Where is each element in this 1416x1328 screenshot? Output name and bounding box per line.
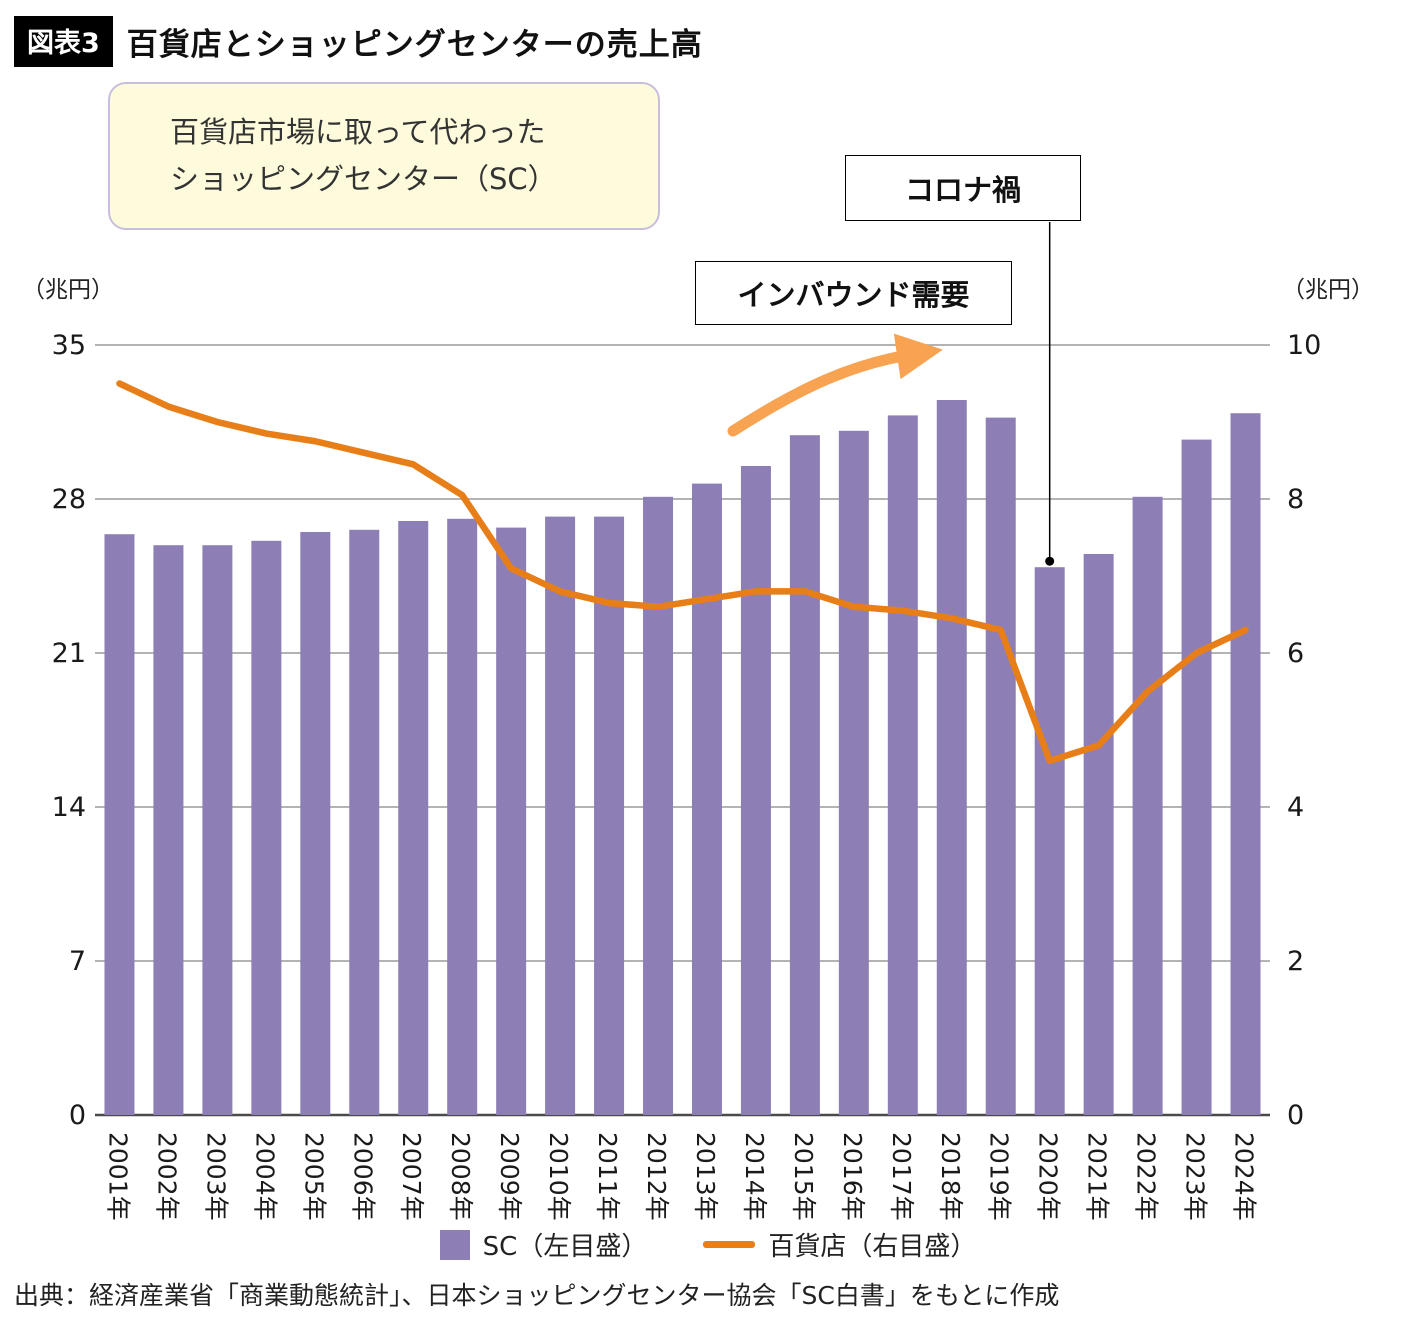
sc-bar: [545, 516, 576, 1115]
commentary-callout: 百貨店市場に取って代わった ショッピングセンター（SC）: [108, 82, 660, 230]
right-axis-tick-label: 2: [1287, 946, 1304, 977]
sc-bar: [153, 545, 184, 1115]
sc-bar: [104, 534, 135, 1115]
sc-bar: [251, 540, 282, 1115]
sc-bar: [691, 483, 722, 1116]
legend-sc-label: SC（左目盛）: [482, 1232, 648, 1262]
x-axis-year-label: 2024年: [1230, 1132, 1259, 1221]
right-axis-tick-label: 6: [1287, 638, 1304, 669]
left-axis-tick-label: 0: [69, 1100, 86, 1131]
sc-bar: [447, 518, 478, 1115]
x-axis-year-label: 2001年: [103, 1132, 132, 1221]
x-axis-year-label: 2023年: [1181, 1132, 1210, 1221]
x-axis-year-label: 2005年: [299, 1132, 328, 1221]
chart-header: 図表3 百貨店とショッピングセンターの売上高: [14, 16, 703, 67]
right-axis-unit-label: （兆円）: [1282, 277, 1374, 303]
legend-item-dept: 百貨店（右目盛）: [703, 1226, 976, 1263]
sc-bar: [1083, 554, 1114, 1115]
gridlines: [95, 344, 1270, 1117]
sc-bar: [1132, 496, 1163, 1115]
x-axis-year-label: 2003年: [201, 1132, 230, 1221]
callout-line-1: 百貨店市場に取って代わった: [170, 115, 546, 150]
right-axis-tick-label: 8: [1287, 484, 1304, 515]
right-axis-tick-label: 10: [1287, 330, 1321, 361]
x-axis-year-label: 2021年: [1083, 1132, 1112, 1221]
x-axis-year-label: 2020年: [1034, 1132, 1063, 1221]
x-axis-year-label: 2016年: [838, 1132, 867, 1221]
sc-bar: [594, 516, 625, 1115]
x-axis-year-label: 2012年: [642, 1132, 671, 1221]
source-note: 出典：経済産業省「商業動態統計」、日本ショッピングセンター協会「SC白書」をもと…: [14, 1281, 1060, 1310]
x-axis-year-label: 2011年: [593, 1132, 622, 1221]
sc-bar: [202, 545, 233, 1115]
sc-bar: [740, 466, 771, 1115]
left-axis-tick-label: 14: [52, 792, 86, 823]
left-axis-unit-label: （兆円）: [22, 277, 114, 303]
sc-bar: [789, 435, 820, 1115]
covid-annotation-box: コロナ禍: [845, 155, 1081, 221]
dept-line-swatch-icon: [703, 1241, 756, 1248]
x-axis-year-label: 2018年: [936, 1132, 965, 1221]
inbound-annotation-box: インバウンド需要: [695, 261, 1012, 325]
sc-bar: [1181, 439, 1212, 1116]
sc-bar: [643, 496, 674, 1115]
sc-bar: [936, 400, 967, 1115]
x-axis-year-label: 2004年: [250, 1132, 279, 1221]
sc-bar: [838, 430, 869, 1115]
x-axis-year-label: 2008年: [446, 1132, 475, 1221]
left-axis-tick-label: 7: [69, 946, 86, 977]
sc-bar: [398, 521, 429, 1115]
sc-bars-series: [104, 400, 1261, 1116]
dept-store-line-series: [116, 380, 1249, 765]
sc-bar: [1034, 567, 1065, 1115]
sc-bar: [985, 417, 1016, 1116]
covid-connector-dot: [1045, 556, 1055, 566]
x-axis-year-label: 2022年: [1132, 1132, 1161, 1221]
x-axis-year-label: 2010年: [544, 1132, 573, 1221]
right-axis-tick-label: 0: [1287, 1100, 1304, 1131]
left-axis-tick-label: 28: [52, 484, 86, 515]
x-axis-year-label: 2009年: [495, 1132, 524, 1221]
chart-legend: SC（左目盛） 百貨店（右目盛）: [0, 1226, 1416, 1263]
left-axis-tick-label: 35: [52, 330, 86, 361]
sc-bar: [1230, 413, 1261, 1115]
right-axis-tick-label: 4: [1287, 792, 1304, 823]
x-axis-year-label: 2002年: [152, 1132, 181, 1221]
annotation-decorations: [727, 222, 1055, 566]
sc-bar-swatch-icon: [439, 1229, 470, 1260]
sc-bar: [300, 532, 331, 1115]
inbound-arrow-icon: [727, 333, 943, 437]
sc-bar: [349, 529, 380, 1115]
x-axis-year-label: 2006年: [348, 1132, 377, 1221]
legend-item-sc: SC（左目盛）: [439, 1226, 648, 1263]
x-axis-year-label: 2013年: [691, 1132, 720, 1221]
x-axis-year-label: 2017年: [887, 1132, 916, 1221]
x-axis-year-label: 2019年: [985, 1132, 1014, 1221]
legend-dept-label: 百貨店（右目盛）: [768, 1232, 977, 1262]
dept-store-line: [116, 380, 1249, 765]
left-axis-tick-label: 21: [52, 638, 86, 669]
covid-annotation-label: コロナ禍: [904, 173, 1021, 207]
sc-bar: [496, 527, 527, 1115]
x-axis-year-label: 2015年: [789, 1132, 818, 1221]
inbound-annotation-label: インバウンド需要: [737, 278, 970, 312]
page-title: 百貨店とショッピングセンターの売上高: [126, 27, 703, 63]
axis-tick-labels: 0 7 14 21 28 35 0 2 4 6 8 10 2001年 2002年 2003年 2004年 200…: [52, 330, 1322, 1221]
x-axis-year-label: 2007年: [397, 1132, 426, 1221]
figure-number-badge: 図表3: [14, 16, 113, 67]
sc-bar: [887, 415, 918, 1115]
callout-line-2: ショッピングセンター（SC）: [170, 162, 557, 196]
x-axis-year-label: 2014年: [740, 1132, 769, 1221]
